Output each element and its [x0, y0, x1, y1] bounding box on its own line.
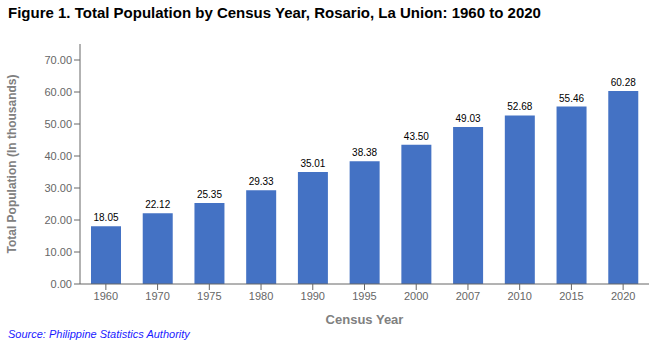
svg-text:40.00: 40.00: [44, 150, 72, 162]
svg-text:70.00: 70.00: [44, 54, 72, 66]
svg-text:10.00: 10.00: [44, 246, 72, 258]
svg-text:49.03: 49.03: [456, 113, 481, 124]
svg-text:52.68: 52.68: [507, 101, 532, 112]
svg-text:18.05: 18.05: [93, 212, 118, 223]
svg-text:55.46: 55.46: [559, 93, 584, 104]
svg-text:1975: 1975: [197, 290, 221, 302]
svg-text:2000: 2000: [404, 290, 428, 302]
svg-text:20.00: 20.00: [44, 214, 72, 226]
svg-text:1995: 1995: [352, 290, 376, 302]
svg-text:29.33: 29.33: [249, 176, 274, 187]
svg-text:1970: 1970: [145, 290, 169, 302]
svg-text:43.50: 43.50: [404, 131, 429, 142]
svg-text:Census Year: Census Year: [326, 312, 404, 326]
svg-text:0.00: 0.00: [51, 278, 72, 290]
svg-text:60.00: 60.00: [44, 86, 72, 98]
html-text:Source: Philippine Statistics: Source: Philippine Statistics Authority: [8, 328, 190, 340]
svg-text:38.38: 38.38: [352, 147, 377, 158]
svg-text:2010: 2010: [507, 290, 531, 302]
svg-text:35.01: 35.01: [300, 158, 325, 169]
svg-text:1960: 1960: [94, 290, 118, 302]
svg-text:1990: 1990: [301, 290, 325, 302]
svg-text:50.00: 50.00: [44, 118, 72, 130]
svg-text:2007: 2007: [456, 290, 480, 302]
svg-text:22.12: 22.12: [145, 199, 170, 210]
svg-text:30.00: 30.00: [44, 182, 72, 194]
svg-text:25.35: 25.35: [197, 189, 222, 200]
svg-text:2020: 2020: [611, 290, 635, 302]
svg-text:1980: 1980: [249, 290, 273, 302]
svg-text:Total Population (In thousands: Total Population (In thousands): [8, 74, 19, 253]
html-text:Figure 1. Total Population by: Figure 1. Total Population by Census Yea…: [8, 4, 541, 21]
svg-text:2015: 2015: [559, 290, 583, 302]
svg-text:60.28: 60.28: [611, 77, 636, 88]
